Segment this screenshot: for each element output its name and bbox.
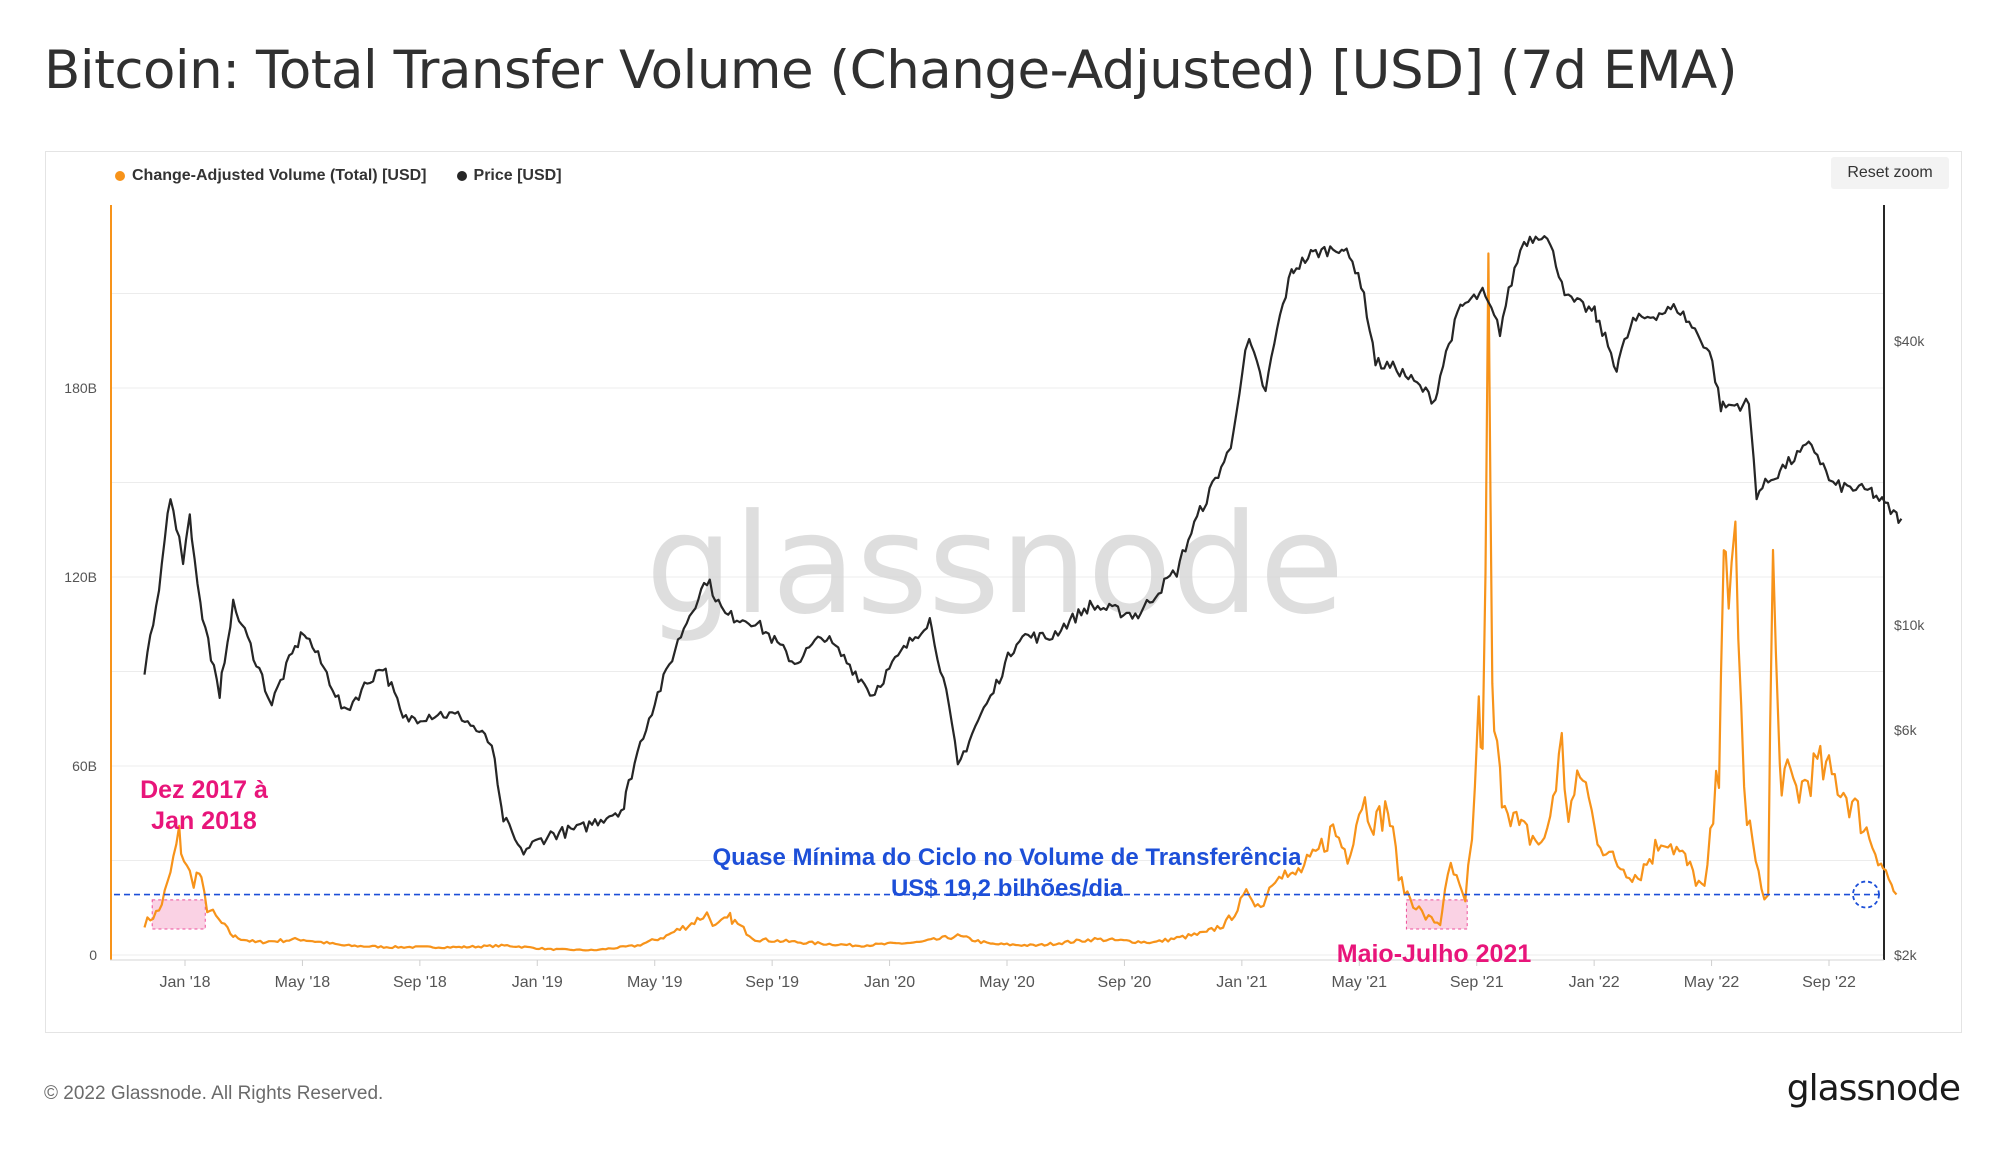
x-axis-tick-label: Jan '19 bbox=[512, 974, 563, 991]
volume-series-line bbox=[143, 252, 1898, 952]
right-axis-tick-label: $2k bbox=[1894, 947, 1918, 963]
x-axis-tick-label: Sep '21 bbox=[1450, 974, 1504, 991]
x-axis-tick-label: Sep '22 bbox=[1802, 974, 1856, 991]
annotation-cycle-low-line1: Quase Mínima do Ciclo no Volume de Trans… bbox=[712, 844, 1302, 871]
x-axis-tick-label: Sep '20 bbox=[1098, 974, 1152, 991]
x-axis-tick-label: Jan '18 bbox=[159, 974, 210, 991]
right-axis-tick-label: $40k bbox=[1894, 333, 1925, 349]
chart-legend: Change-Adjusted Volume (Total) [USD] Pri… bbox=[115, 167, 562, 185]
x-axis-tick-label: May '21 bbox=[1332, 974, 1388, 991]
x-axis-tick-label: Sep '18 bbox=[393, 974, 447, 991]
reset-zoom-button[interactable]: Reset zoom bbox=[1831, 157, 1949, 189]
right-axis-tick-label: $6k bbox=[1894, 722, 1918, 738]
page-title: Bitcoin: Total Transfer Volume (Change-A… bbox=[44, 40, 1738, 101]
legend-item-price[interactable]: Price [USD] bbox=[456, 167, 562, 185]
watermark: glassnode bbox=[646, 484, 1345, 645]
x-axis-tick-label: Jan '22 bbox=[1569, 974, 1620, 991]
left-axis-tick-label: 120B bbox=[64, 569, 97, 585]
legend-dot-price bbox=[456, 171, 467, 181]
annotation-group: Dez 2017 à Jan 2018 Quase Mínima do Cicl… bbox=[140, 776, 1531, 968]
x-axis-tick-label: Jan '21 bbox=[1216, 974, 1267, 991]
price-series-line bbox=[143, 235, 1903, 856]
annotation-cycle-low-line2: US$ 19,2 bilhões/dia bbox=[891, 875, 1124, 902]
reference-line-group bbox=[114, 880, 1880, 909]
highlight-range bbox=[151, 899, 206, 930]
highlight-range bbox=[1405, 899, 1468, 930]
left-axis-tick-label: 0 bbox=[89, 947, 97, 963]
left-axis-tick-label: 180B bbox=[64, 380, 97, 396]
legend-item-volume[interactable]: Change-Adjusted Volume (Total) [USD] bbox=[115, 167, 427, 185]
x-axis-tick-label: Sep '19 bbox=[745, 974, 799, 991]
right-axis-tick-label: $10k bbox=[1894, 617, 1925, 633]
annotation-mayjuly2021: Maio-Julho 2021 bbox=[1337, 940, 1532, 968]
x-axis-tick-label: May '22 bbox=[1684, 974, 1740, 991]
highlight-ranges bbox=[151, 899, 1468, 930]
cycle-low-marker bbox=[1852, 880, 1880, 909]
left-axis-ticks: 0 60B 120B 180B bbox=[64, 380, 97, 963]
copyright-text: © 2022 Glassnode. All Rights Reserved. bbox=[44, 1083, 384, 1104]
x-axis-tick-label: May '19 bbox=[627, 974, 683, 991]
right-axis-ticks: $2k $6k $10k $40k bbox=[1894, 333, 1925, 963]
annotation-dec2017-line2: Jan 2018 bbox=[151, 807, 257, 835]
x-axis-tick-label: Jan '20 bbox=[864, 974, 915, 991]
x-axis-ticks: Jan '18 May '18 Sep '18 Jan '19 May '19 Sep '… bbox=[159, 960, 1856, 991]
legend-dot-volume bbox=[115, 171, 125, 181]
chart-axes bbox=[110, 205, 1885, 961]
x-axis-tick-label: May '18 bbox=[275, 974, 331, 991]
chart-panel bbox=[45, 151, 1962, 1033]
left-axis-tick-label: 60B bbox=[72, 758, 97, 774]
grid-lines bbox=[110, 293, 1884, 956]
x-axis-tick-label: May '20 bbox=[979, 974, 1035, 991]
legend-label-price: Price [USD] bbox=[473, 167, 562, 184]
annotation-dec2017-line1: Dez 2017 à bbox=[140, 776, 268, 804]
footer-brand-logo: glassnode bbox=[1786, 1068, 1961, 1109]
series-group bbox=[143, 235, 1903, 952]
legend-label-volume: Change-Adjusted Volume (Total) [USD] bbox=[132, 167, 427, 184]
